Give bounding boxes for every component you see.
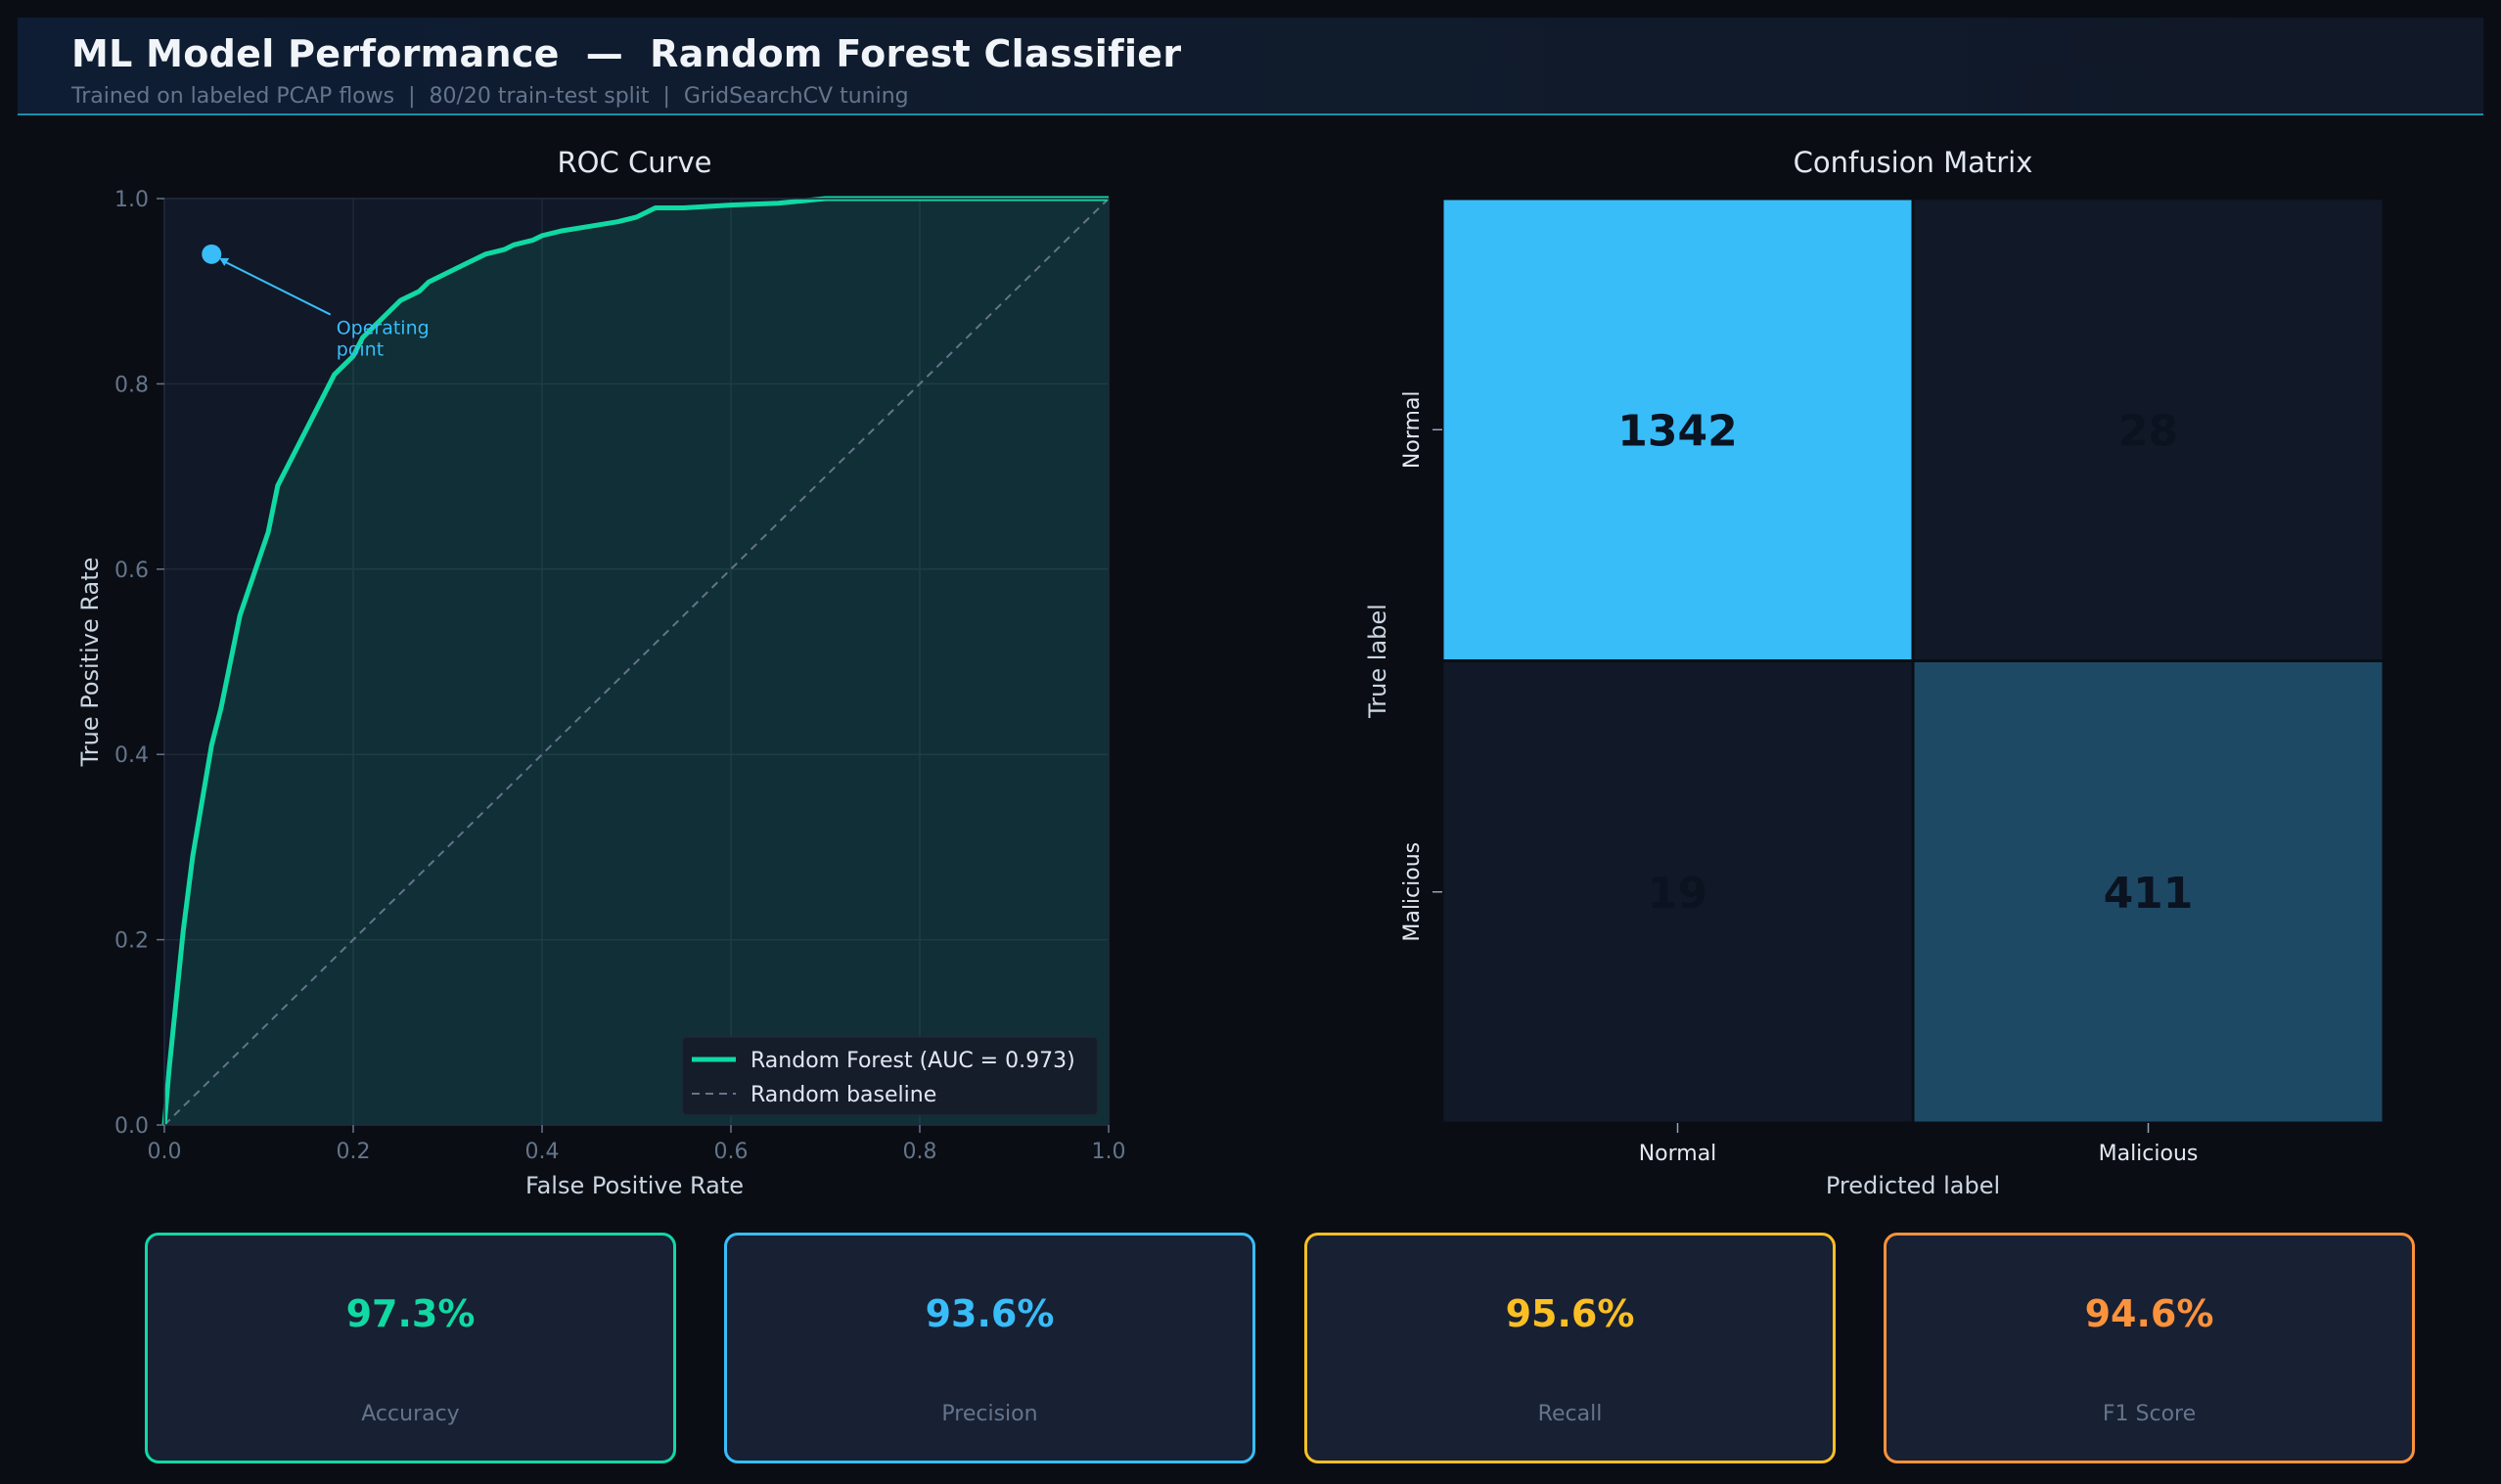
roc-y-axis-label: True Positive Rate	[76, 558, 104, 768]
legend-label-roc: Random Forest (AUC = 0.973)	[750, 1049, 1075, 1073]
x-tick-label: 1.0	[1092, 1140, 1126, 1164]
roc-title: ROC Curve	[558, 146, 712, 179]
x-tick-label: 0.0	[148, 1140, 182, 1164]
page-title: ML Model Performance — Random Forest Cla…	[71, 32, 1182, 75]
metric-value: 93.6%	[925, 1292, 1055, 1335]
metric-label: Recall	[1537, 1402, 1603, 1426]
x-tick-label: 0.6	[714, 1140, 749, 1164]
cm-cell-value: 28	[2118, 406, 2178, 456]
metric-label: F1 Score	[2102, 1402, 2197, 1426]
header-banner: ML Model Performance — Random Forest Cla…	[18, 18, 2483, 115]
x-tick-label: 0.2	[337, 1140, 371, 1164]
metric-value: 95.6%	[1505, 1292, 1635, 1335]
cm-cell-value: 1342	[1617, 406, 1737, 456]
cm-cell-value: 411	[2104, 869, 2194, 919]
metric-card-precision: 93.6% Precision	[724, 1233, 1255, 1463]
cm-y-tick-label: Normal	[1400, 390, 1425, 469]
operating-point-marker	[202, 244, 222, 264]
annotation-label-line: point	[337, 339, 384, 361]
plot-frame	[163, 198, 1110, 1126]
roc-x-axis-label: False Positive Rate	[525, 1172, 744, 1199]
confusion-matrix-chart: 1342 28 19 411 Normal Malicious Normal Maliciou…	[1364, 146, 2386, 1199]
metric-label: Accuracy	[361, 1402, 460, 1426]
metric-value: 97.3%	[345, 1292, 476, 1335]
metric-label: Precision	[941, 1402, 1038, 1426]
cm-cell	[1440, 197, 1915, 662]
y-tick-label: 0.4	[114, 743, 149, 768]
y-tick-label: 0.2	[114, 929, 149, 954]
cm-cell	[1911, 197, 2386, 662]
y-tick-label: 0.0	[114, 1114, 149, 1139]
roc-chart: 0.0 0.2 0.4 0.6 0.8 1.0 0.0 0.2 0.4 0.6 0.8 1.0 ROC …	[76, 146, 1126, 1199]
cm-x-axis-label: Predicted label	[1826, 1172, 2000, 1199]
cm-cell	[1911, 659, 2386, 1125]
cm-x-tick-label: Malicious	[2099, 1142, 2199, 1166]
annotation-arrowhead	[219, 257, 230, 266]
cm-y-tick-label: Malicious	[1400, 842, 1425, 942]
cm-title: Confusion Matrix	[1794, 146, 2033, 179]
legend-box	[681, 1036, 1099, 1116]
roc-curve-line	[161, 196, 1109, 1126]
cm-y-axis-label: True label	[1364, 604, 1391, 719]
legend-label-baseline: Random baseline	[750, 1083, 936, 1107]
cm-cell-value: 19	[1648, 869, 1707, 919]
cm-x-tick-label: Normal	[1639, 1142, 1717, 1166]
x-tick-label: 0.4	[525, 1140, 560, 1164]
baseline-line	[163, 198, 1110, 1126]
metric-card-accuracy: 97.3% Accuracy	[145, 1233, 676, 1463]
y-tick-label: 1.0	[114, 188, 149, 212]
annotation-arrow	[220, 258, 332, 316]
y-tick-label: 0.6	[114, 559, 149, 583]
y-tick-label: 0.8	[114, 373, 149, 397]
page-subtitle: Trained on labeled PCAP flows | 80/20 tr…	[71, 84, 909, 109]
metric-value: 94.6%	[2084, 1292, 2214, 1335]
x-tick-label: 0.8	[903, 1140, 937, 1164]
annotation-label-line: Operating	[337, 318, 430, 339]
metric-card-recall: 95.6% Recall	[1304, 1233, 1836, 1463]
metric-card-f1-score: 94.6% F1 Score	[1884, 1233, 2415, 1463]
